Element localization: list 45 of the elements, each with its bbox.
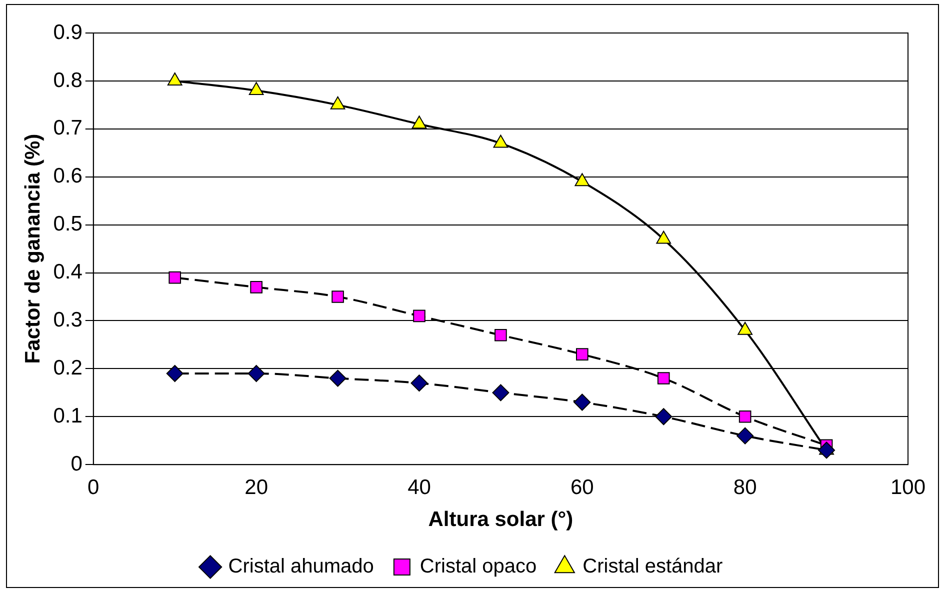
point	[167, 72, 182, 86]
x-axis-title: Altura solar (°)	[428, 508, 574, 532]
legend-label: Cristal ahumado	[228, 556, 374, 578]
point	[330, 96, 346, 110]
point	[332, 290, 344, 303]
point	[166, 364, 184, 382]
x-tick-label: 40	[408, 476, 431, 499]
point	[329, 370, 346, 387]
y-tick-label: 0	[70, 452, 82, 476]
y-axis-title: Factor de ganancia (%)	[21, 134, 44, 364]
y-tick-label: 0.5	[53, 212, 82, 236]
point	[574, 173, 590, 186]
point	[493, 134, 508, 148]
x-tick-label: 20	[244, 476, 268, 499]
point	[410, 374, 428, 392]
point	[657, 372, 670, 384]
y-tick-label: 0.7	[53, 116, 82, 140]
point	[574, 394, 591, 411]
point	[738, 410, 752, 423]
legend-label: Cristal estándar	[582, 556, 724, 578]
point	[168, 271, 182, 284]
x-tick-label: 0	[88, 476, 100, 499]
point	[656, 230, 672, 244]
y-tick-label: 0.6	[53, 164, 82, 188]
y-tick-label: 0.4	[53, 260, 83, 284]
point	[250, 281, 262, 294]
point	[818, 442, 836, 459]
y-tick-label: 0.1	[53, 404, 82, 428]
point	[736, 427, 754, 444]
point	[413, 310, 426, 322]
x-tick-label: 100	[890, 476, 926, 499]
point	[412, 116, 427, 129]
point	[655, 408, 672, 426]
y-tick-label: 0.2	[53, 356, 82, 380]
y-tick-label: 0.3	[53, 308, 82, 332]
x-tick-label: 60	[570, 476, 594, 499]
point	[494, 328, 507, 342]
point	[492, 384, 510, 402]
point	[248, 82, 264, 96]
point	[576, 348, 588, 360]
point	[248, 364, 265, 382]
x-tick-label: 80	[733, 476, 757, 499]
y-tick-label: 0.9	[53, 20, 82, 44]
y-tick-label: 0.8	[53, 68, 82, 92]
legend-label: Cristal opaco	[420, 556, 537, 578]
